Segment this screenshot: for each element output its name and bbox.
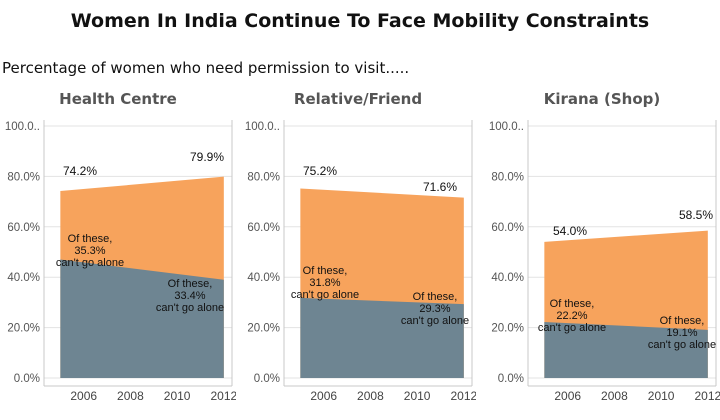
annotation-text: can't go alone: [56, 257, 124, 269]
annotation-text: can't go alone: [291, 289, 359, 301]
annotation-text: can't go alone: [156, 302, 224, 314]
chart-title: Women In India Continue To Face Mobility…: [70, 10, 650, 32]
data-label-start: 54.0%: [553, 224, 587, 238]
annotation-text: can't go alone: [401, 315, 469, 327]
y-tick-label: 100.0..: [489, 121, 524, 133]
y-tick-label: 40.0%: [491, 272, 524, 284]
y-tick-label: 60.0%: [491, 222, 524, 234]
y-tick-label: 20.0%: [7, 323, 40, 335]
x-tick-label: 2010: [164, 389, 191, 403]
x-tick-label: 2006: [310, 389, 337, 403]
x-tick-label: 2012: [450, 389, 476, 403]
data-label-start: 74.2%: [63, 164, 97, 178]
x-tick-label: 2006: [70, 389, 97, 403]
annotation-text: can't go alone: [538, 322, 606, 334]
data-label-end: 79.9%: [190, 150, 224, 164]
annotation-text: Of these,: [168, 278, 213, 290]
annotation-text: Of these,: [413, 291, 458, 303]
panel-health-centre: Health Centre 100.0.. 80.0% 60.0% 40.0% 20.0…: [0, 90, 236, 420]
y-tick-label: 100.0..: [5, 121, 40, 133]
annotation-text: Of these,: [550, 298, 595, 310]
y-tick-label: 40.0%: [7, 272, 40, 284]
annotation-text: 19.1%: [666, 327, 697, 339]
panel-title: Relative/Friend: [293, 90, 423, 108]
chart-subtitle: Percentage of women who need permission …: [2, 59, 410, 77]
annotation-text: 33.4%: [174, 290, 205, 302]
x-tick-label: 2008: [357, 389, 384, 403]
area-cant-go-alone: [300, 297, 464, 378]
area-cant-go-alone: [544, 322, 708, 378]
y-tick-label: 40.0%: [247, 272, 280, 284]
panel-relative-friend: Relative/Friend 100.0.. 80.0% 60.0% 40.0% 20…: [240, 90, 476, 420]
data-label-start: 75.2%: [303, 164, 337, 178]
area-chart-health-centre: 100.0.. 80.0% 60.0% 40.0% 20.0% 0.0% 2006 2008 2…: [5, 120, 236, 403]
y-tick-label: 20.0%: [247, 323, 280, 335]
data-label-end: 58.5%: [679, 208, 713, 222]
y-tick-label: 60.0%: [247, 222, 280, 234]
y-tick-label: 80.0%: [491, 171, 524, 183]
panel-kirana-shop: Kirana (Shop) 100.0.. 80.0% 60.0% 40.0% 20.0…: [484, 90, 720, 420]
y-tick-label: 0.0%: [498, 373, 524, 385]
annotation-text: Of these,: [68, 233, 113, 245]
y-tick-label: 80.0%: [7, 171, 40, 183]
x-tick-label: 2010: [648, 389, 675, 403]
annotation-text: Of these,: [660, 315, 705, 327]
annotation-text: 22.2%: [556, 310, 587, 322]
annotation-text: 31.8%: [309, 277, 340, 289]
x-tick-label: 2012: [210, 389, 236, 403]
annotation-text: Of these,: [303, 265, 348, 277]
annotation-text: can't go alone: [648, 339, 716, 351]
y-tick-label: 60.0%: [7, 222, 40, 234]
panel-title: Health Centre: [59, 90, 177, 108]
area-chart-kirana-shop: 100.0.. 80.0% 60.0% 40.0% 20.0% 0.0% 2006 2008 2…: [489, 120, 720, 403]
y-tick-label: 0.0%: [254, 373, 280, 385]
y-tick-label: 0.0%: [14, 373, 40, 385]
y-tick-label: 80.0%: [247, 171, 280, 183]
y-tick-label: 20.0%: [491, 323, 524, 335]
annotation-text: 29.3%: [419, 303, 450, 315]
x-tick-label: 2012: [694, 389, 720, 403]
x-tick-label: 2010: [404, 389, 431, 403]
x-tick-label: 2008: [601, 389, 628, 403]
x-tick-label: 2006: [554, 389, 581, 403]
annotation-text: 35.3%: [74, 245, 105, 257]
area-chart-relative-friend: 100.0.. 80.0% 60.0% 40.0% 20.0% 0.0% 2006 2008 2…: [245, 120, 476, 403]
x-tick-label: 2008: [117, 389, 144, 403]
y-tick-label: 100.0..: [245, 121, 280, 133]
data-label-end: 71.6%: [423, 180, 457, 194]
panel-title: Kirana (Shop): [543, 90, 661, 108]
area-cant-go-alone: [60, 259, 224, 378]
